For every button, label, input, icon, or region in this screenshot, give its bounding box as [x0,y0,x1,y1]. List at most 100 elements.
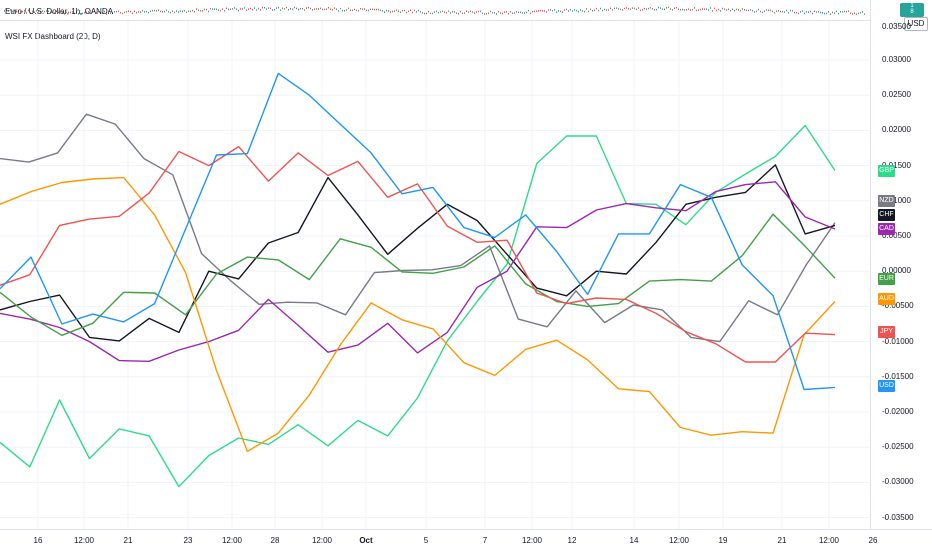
mini-candle [430,12,431,15]
mini-candle [446,11,447,14]
mini-candle [652,8,653,10]
indicator-plot[interactable] [0,0,870,530]
mini-candle [480,10,481,13]
mini-candle [748,9,749,12]
mini-candle [604,8,605,11]
mini-candle [24,9,25,12]
series-line-cad[interactable] [0,181,836,362]
mini-candle [104,10,105,13]
mini-candle [784,11,785,13]
mini-candle [380,9,381,12]
y-tick-label: -0.02500 [882,442,914,452]
mini-candle [132,12,133,14]
mini-candle [550,9,551,11]
mini-candle [134,10,135,13]
y-tick-label: -0.00500 [882,301,914,311]
last-price-badge: 1 8 [900,3,924,17]
mini-candle [680,8,681,11]
x-tick-label: 5 [423,536,429,545]
mini-candle [540,9,541,12]
mini-candle [758,8,759,11]
mini-candle [184,9,185,12]
mini-candle [332,8,333,11]
mini-candle [734,9,735,12]
mini-candle [108,10,109,13]
mini-candle [260,9,261,11]
mini-candle [384,11,385,13]
mini-candle [620,8,621,11]
mini-candle [458,12,459,15]
mini-candle [724,8,725,10]
mini-candle [354,8,355,11]
x-tick-label: 16 [33,536,43,545]
mini-candle [388,10,389,12]
mini-candle [138,11,139,13]
mini-candle [376,8,377,11]
mini-candle [862,11,863,13]
mini-candle [340,7,341,10]
mini-candle [608,9,609,11]
mini-candle [514,12,515,14]
pane-divider[interactable] [0,20,870,21]
mini-candle [96,12,97,14]
mini-candle [22,10,23,13]
mini-candle [128,10,129,12]
mini-candle [544,10,545,12]
mini-candle [574,9,575,11]
mini-candle [646,8,647,10]
mini-candle [382,10,383,12]
series-line-jpy[interactable] [0,145,836,363]
mini-candle [44,10,45,13]
mini-candle [262,6,263,9]
main-price-pane[interactable]: Euro / U.S. Dollar, 1h, OANDA 1 8 USD [0,0,932,31]
mini-candle [166,9,167,12]
series-line-eur[interactable] [0,213,836,336]
price-badge-bottom: 8 [910,9,914,15]
mini-candle [224,10,225,12]
indicator-title[interactable]: WSI FX Dashboard (20, D) [5,32,101,41]
mini-candle [424,12,425,15]
mini-candle [822,12,823,14]
mini-candle [146,10,147,13]
mini-candle [16,10,17,13]
mini-candle [252,8,253,11]
mini-candle [356,9,357,12]
mini-candle [530,12,531,15]
mini-candle [564,9,565,11]
mini-candle [512,12,513,15]
mini-candle [162,10,163,13]
mini-candle [222,8,223,10]
mini-candle [186,11,187,14]
mini-candle [856,13,857,15]
y-tick-label: 0.01500 [882,160,911,170]
mini-candle [434,11,435,13]
series-line-gbp[interactable] [0,124,836,488]
series-line-chf[interactable] [0,164,836,342]
series-line-aud[interactable] [0,176,836,453]
mini-candle [292,8,293,10]
mini-candle [814,10,815,13]
mini-candle [210,7,211,10]
mini-candle [196,8,197,10]
mini-candle [656,8,657,11]
y-tick-label: -0.01500 [882,371,914,381]
mini-candle [624,7,625,10]
mini-candle [640,9,641,12]
series-line-nzd[interactable] [0,113,836,343]
mini-candle [366,9,367,12]
mini-candle [848,10,849,13]
mini-candle [228,8,229,11]
mini-candle [66,11,67,14]
series-line-usd[interactable] [0,72,836,391]
mini-candle [408,10,409,13]
mini-candle [342,9,343,12]
mini-candle [198,9,199,12]
currency-unit-button[interactable]: USD [904,17,928,31]
legend-badge-aud: AUD [878,293,895,305]
mini-candle [824,12,825,15]
mini-candle [676,6,677,9]
mini-candle [606,9,607,11]
mini-candle [842,11,843,13]
mini-candle [702,8,703,10]
mini-candle [548,9,549,11]
